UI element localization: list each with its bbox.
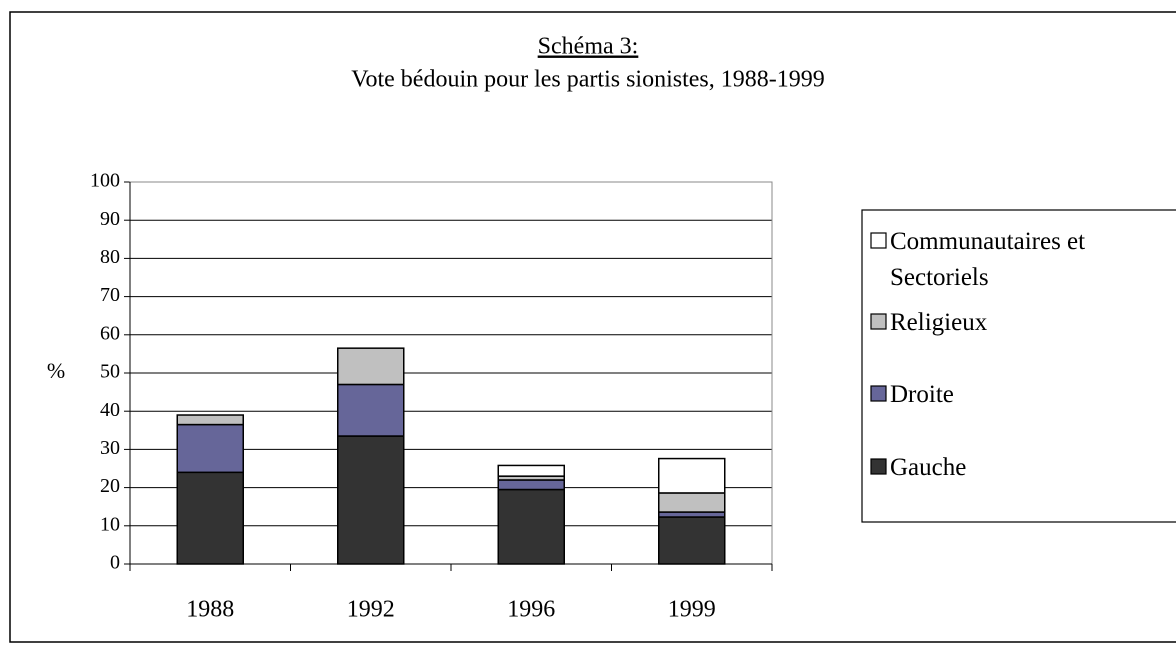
y-tick-label: 20 — [100, 475, 120, 497]
legend-label: Communautaires et Sectoriels — [890, 228, 1086, 291]
y-tick-label: 0 — [110, 552, 120, 574]
y-tick-label: 70 — [100, 284, 120, 306]
x-tick-label: 1996 — [507, 597, 555, 623]
bar-segment — [337, 347, 405, 386]
bar-segment — [658, 457, 726, 494]
bar-segment — [497, 488, 565, 565]
bar-segment — [658, 492, 726, 513]
bar-segment — [337, 435, 405, 565]
y-tick-label: 40 — [100, 399, 120, 421]
x-tick-label: 1992 — [347, 597, 395, 623]
bar-segment — [337, 383, 405, 437]
chart-subtitle: Vote bédouin pour les partis sionistes, … — [351, 67, 825, 93]
legend-swatch — [870, 313, 887, 330]
bar-segment — [497, 479, 565, 491]
y-tick-label: 90 — [100, 208, 120, 230]
bar-segment — [497, 464, 565, 477]
x-tick-label: 1999 — [668, 597, 716, 623]
legend-label: Religieux — [890, 309, 988, 336]
y-tick-label: 80 — [100, 246, 120, 268]
bar-segment — [176, 471, 244, 565]
legend-swatch — [870, 385, 887, 402]
y-tick-label: 10 — [100, 513, 120, 535]
x-tick-label: 1988 — [186, 597, 234, 623]
y-tick-label: 60 — [100, 322, 120, 344]
chart-border — [9, 11, 1176, 643]
chart-title: Schéma 3: — [538, 34, 639, 60]
y-tick-label: 100 — [90, 170, 120, 192]
legend-swatch — [870, 458, 887, 475]
legend-swatch — [870, 232, 887, 249]
legend-label: Droite — [890, 381, 954, 408]
bar-segment — [176, 414, 244, 426]
y-tick-label: 50 — [100, 361, 120, 383]
legend-box — [861, 209, 1176, 523]
bar-segment — [658, 516, 726, 565]
y-tick-label: 30 — [100, 437, 120, 459]
bar-segment — [176, 423, 244, 474]
y-axis-label: % — [47, 358, 65, 383]
legend-label: Gauche — [890, 454, 967, 481]
